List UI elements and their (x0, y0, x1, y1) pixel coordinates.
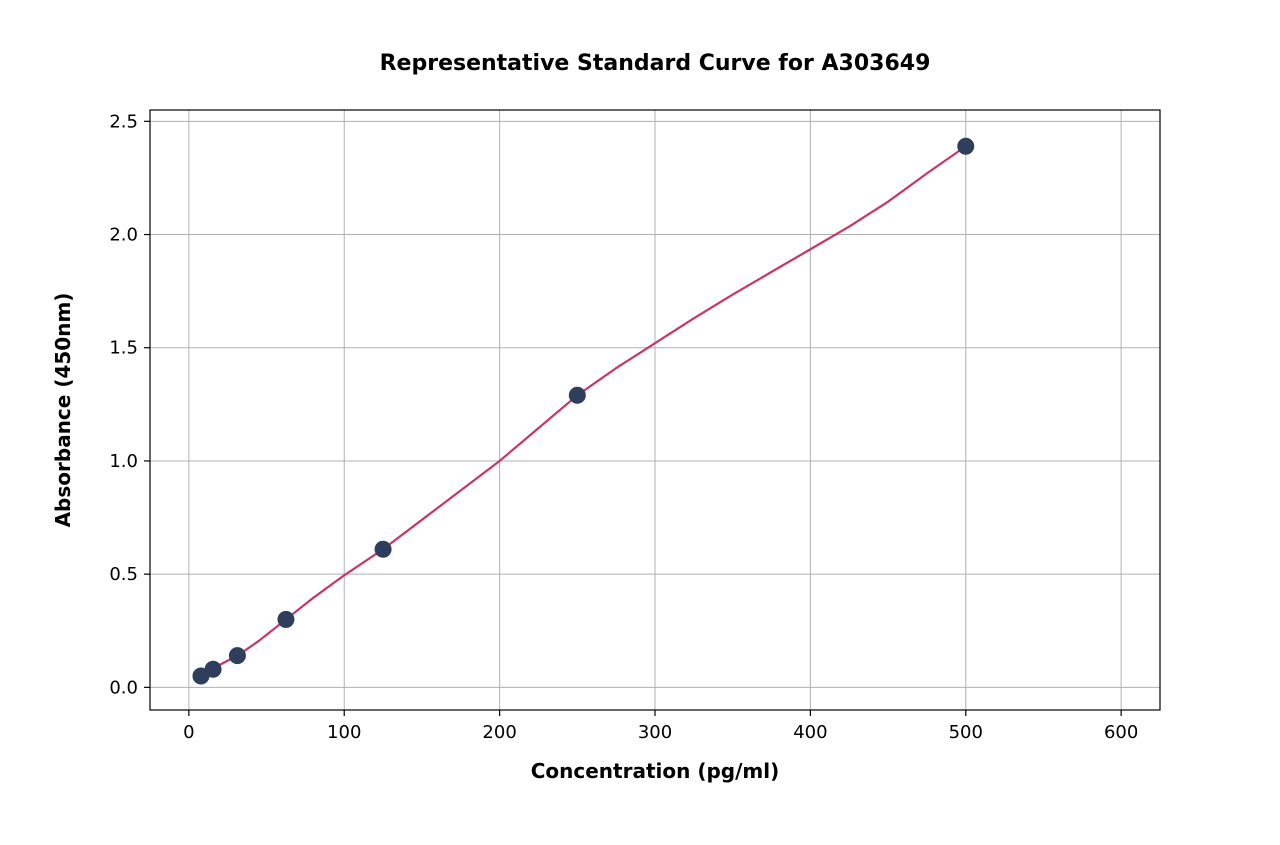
data-point (569, 387, 585, 403)
y-tick-label: 0.5 (109, 564, 138, 585)
x-tick-label: 500 (949, 722, 983, 743)
data-point (375, 541, 391, 557)
chart-container: 0 100 200 300 400 500 600 0.0 0.5 1.0 1.5 2.0 2.5 Rep… (0, 0, 1280, 845)
data-point (205, 661, 221, 677)
y-tick-label: 0.0 (109, 677, 138, 698)
chart-title: Representative Standard Curve for A30364… (380, 51, 931, 76)
y-axis-label: Absorbance (450nm) (51, 293, 75, 528)
x-tick-label: 200 (482, 722, 516, 743)
data-point (958, 138, 974, 154)
data-point (229, 648, 245, 664)
x-tick-label: 0 (183, 722, 194, 743)
x-tick-label: 300 (638, 722, 672, 743)
x-axis-label: Concentration (pg/ml) (531, 759, 780, 783)
data-point (278, 611, 294, 627)
x-tick-label: 600 (1104, 722, 1138, 743)
x-tick-label: 100 (327, 722, 361, 743)
x-tick-label: 400 (793, 722, 827, 743)
y-tick-label: 1.0 (109, 451, 138, 472)
standard-curve-chart: 0 100 200 300 400 500 600 0.0 0.5 1.0 1.5 2.0 2.5 Rep… (0, 0, 1280, 845)
y-tick-label: 1.5 (109, 338, 138, 359)
y-tick-label: 2.5 (109, 111, 138, 132)
y-tick-label: 2.0 (109, 225, 138, 246)
